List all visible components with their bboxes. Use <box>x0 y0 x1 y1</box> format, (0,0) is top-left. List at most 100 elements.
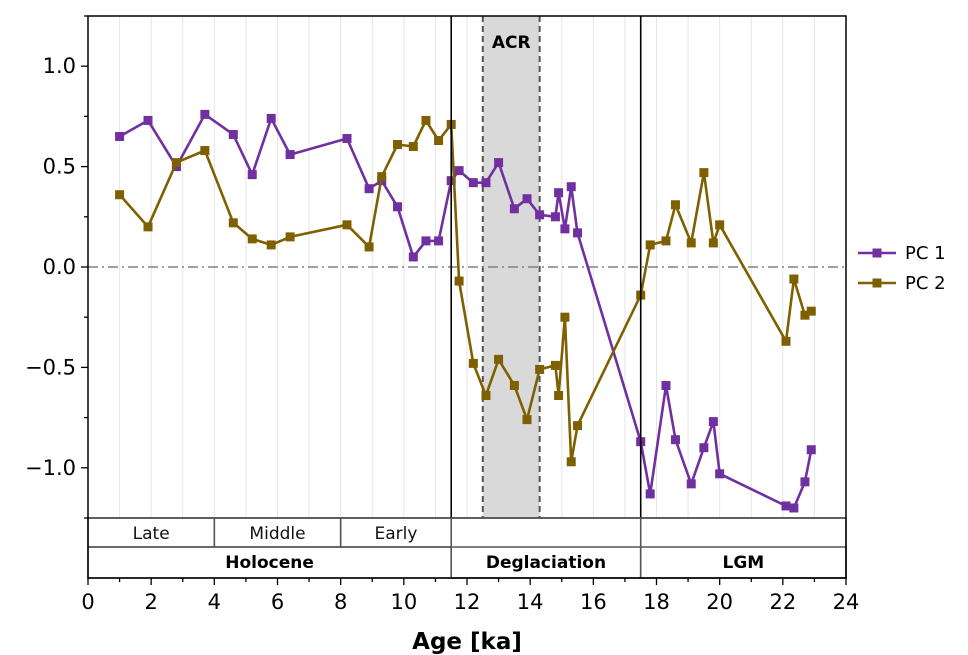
data-point <box>171 158 181 168</box>
x-tick-label: 10 <box>390 590 417 614</box>
data-point <box>143 222 153 232</box>
series-2 <box>115 115 816 467</box>
legend-label: PC 2 <box>905 273 946 294</box>
data-point <box>789 274 799 284</box>
data-point <box>661 380 671 390</box>
data-point <box>566 457 576 467</box>
data-point <box>468 358 478 368</box>
x-tick-label: 12 <box>454 590 481 614</box>
data-point <box>566 182 576 192</box>
subperiod-label: Late <box>133 524 170 544</box>
data-point <box>806 306 816 316</box>
subperiod-label: Middle <box>249 524 305 544</box>
data-point <box>393 202 403 212</box>
data-point <box>421 115 431 125</box>
period-label: LGM <box>723 553 765 573</box>
period-label: Holocene <box>225 553 314 573</box>
legend-marker <box>872 278 882 288</box>
data-point <box>645 489 655 499</box>
subperiod-label: Early <box>374 524 417 544</box>
data-point <box>342 220 352 230</box>
data-point <box>247 234 257 244</box>
x-tick-label: 24 <box>833 590 860 614</box>
x-tick-label: 6 <box>271 590 284 614</box>
x-tick-label: 4 <box>208 590 221 614</box>
data-point <box>806 445 816 455</box>
data-point <box>434 236 444 246</box>
data-point <box>789 503 799 513</box>
data-point <box>481 178 491 188</box>
data-point <box>509 204 519 214</box>
data-point <box>670 200 680 210</box>
data-point <box>800 477 810 487</box>
x-tick-label: 2 <box>144 590 157 614</box>
x-tick-label: 14 <box>517 590 544 614</box>
data-point <box>454 276 464 286</box>
data-point <box>454 166 464 176</box>
data-point <box>708 417 718 427</box>
data-point <box>573 421 583 431</box>
data-point <box>522 415 532 425</box>
x-tick-label: 0 <box>81 590 94 614</box>
data-point <box>715 469 725 479</box>
data-point <box>573 228 583 238</box>
data-point <box>408 252 418 262</box>
data-point <box>285 232 295 242</box>
data-point <box>285 150 295 160</box>
data-point <box>550 212 560 222</box>
data-point <box>115 190 125 200</box>
x-tick-label: 22 <box>769 590 796 614</box>
x-tick-label: 8 <box>334 590 347 614</box>
y-tick-label: 1.0 <box>43 54 76 78</box>
data-point <box>560 312 570 322</box>
data-point <box>266 113 276 123</box>
legend-marker <box>872 248 882 258</box>
data-point <box>560 224 570 234</box>
data-point <box>554 391 564 401</box>
data-point <box>699 443 709 453</box>
data-point <box>143 115 153 125</box>
data-point <box>781 336 791 346</box>
period-boundaries <box>450 16 642 518</box>
y-tick-label: 0.5 <box>43 155 76 179</box>
legend: PC 1 PC 2 <box>858 243 946 294</box>
data-point <box>535 364 545 374</box>
x-tick-label: 16 <box>580 590 607 614</box>
data-point <box>481 391 491 401</box>
data-point <box>661 236 671 246</box>
x-axis-label: Age [ka] <box>412 629 522 655</box>
data-point <box>200 109 210 119</box>
legend-label: PC 1 <box>905 243 946 264</box>
data-point <box>342 133 352 143</box>
series-line <box>118 113 813 510</box>
data-point <box>393 140 403 150</box>
series-1 <box>115 109 816 513</box>
data-point <box>715 220 725 230</box>
x-tick-label: 20 <box>706 590 733 614</box>
x-axis: 0 2 4 6 8 10 12 14 16 18 20 22 24 <box>81 578 859 614</box>
data-point <box>699 168 709 178</box>
period-annotation-box: Late Middle Early Holocene Deglaciation LGM <box>87 517 847 579</box>
data-point <box>228 129 238 139</box>
period-label: Deglaciation <box>486 553 606 573</box>
data-point <box>708 238 718 248</box>
data-point <box>364 242 374 252</box>
data-point <box>550 360 560 370</box>
data-point <box>554 188 564 198</box>
data-point <box>686 479 696 489</box>
data-point <box>522 194 532 204</box>
data-point <box>266 240 276 250</box>
data-point <box>115 131 125 141</box>
data-point <box>686 238 696 248</box>
series-layer <box>115 109 816 513</box>
x-tick-label: 18 <box>643 590 670 614</box>
data-point <box>645 240 655 250</box>
data-point <box>421 236 431 246</box>
data-point <box>434 135 444 145</box>
data-point <box>228 218 238 228</box>
y-axis: −1.0 −0.5 0.0 0.5 1.0 <box>25 15 88 519</box>
data-point <box>468 178 478 188</box>
data-point <box>509 380 519 390</box>
data-point <box>200 146 210 156</box>
